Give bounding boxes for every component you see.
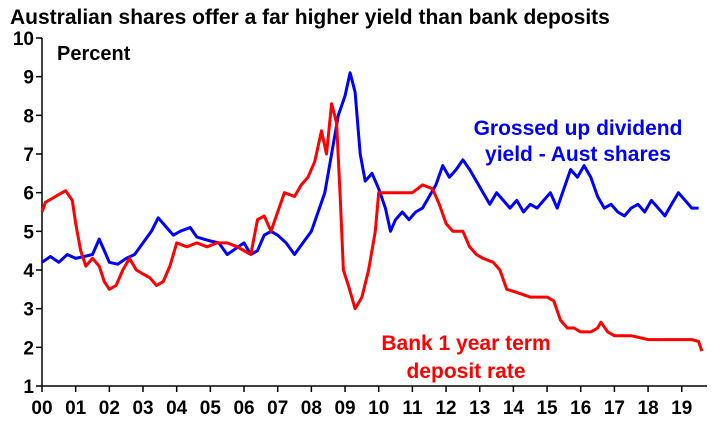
y-tick-label: 1: [23, 377, 34, 398]
y-tick-label: 5: [23, 222, 34, 243]
unit-label: Percent: [57, 43, 131, 65]
series-line-deposit-rate: [40, 102, 704, 352]
chart-title: Australian shares offer a far higher yie…: [10, 6, 610, 29]
x-tick-label: 09: [334, 398, 355, 419]
x-tick-label: 03: [132, 398, 153, 419]
x-tick-label: 19: [671, 398, 692, 419]
x-tick-label: 07: [267, 398, 288, 419]
series-label-dividend-line1: Grossed up dividend: [474, 117, 683, 140]
series-label-dividend-line2: yield - Aust shares: [485, 143, 671, 166]
x-tick-label: 01: [65, 398, 87, 419]
y-tick-label: 6: [23, 184, 34, 205]
y-tick-label: 10: [13, 29, 34, 50]
y-tick-label: 8: [23, 106, 34, 127]
series-lines: [40, 71, 704, 352]
x-tick-label: 17: [604, 398, 625, 419]
x-tick-label: 06: [233, 398, 254, 419]
x-tick-label: 02: [99, 398, 120, 419]
x-tick-label: 00: [31, 398, 52, 419]
y-tick-label: 9: [23, 68, 34, 89]
x-tick-label: 18: [638, 398, 659, 419]
x-tick-label: 10: [368, 398, 389, 419]
x-tick-label: 15: [536, 398, 558, 419]
x-tick-label: 04: [166, 398, 188, 419]
y-tick-label: 3: [23, 300, 34, 321]
x-tick-label: 11: [402, 398, 423, 419]
x-tick-label: 13: [469, 398, 490, 419]
series-label-deposit-line1: Bank 1 year term: [381, 332, 550, 355]
y-tick-label: 4: [23, 261, 34, 282]
series-label-deposit-line2: deposit rate: [406, 360, 525, 383]
x-tick-label: 12: [435, 398, 456, 419]
y-tick-label: 7: [23, 145, 34, 166]
x-tick-label: 05: [200, 398, 222, 419]
y-tick-label: 2: [23, 338, 34, 359]
x-tick-label: 14: [503, 398, 525, 419]
x-tick-label: 08: [301, 398, 322, 419]
x-tick-label: 16: [570, 398, 591, 419]
series-line-dividend-yield: [41, 71, 699, 266]
